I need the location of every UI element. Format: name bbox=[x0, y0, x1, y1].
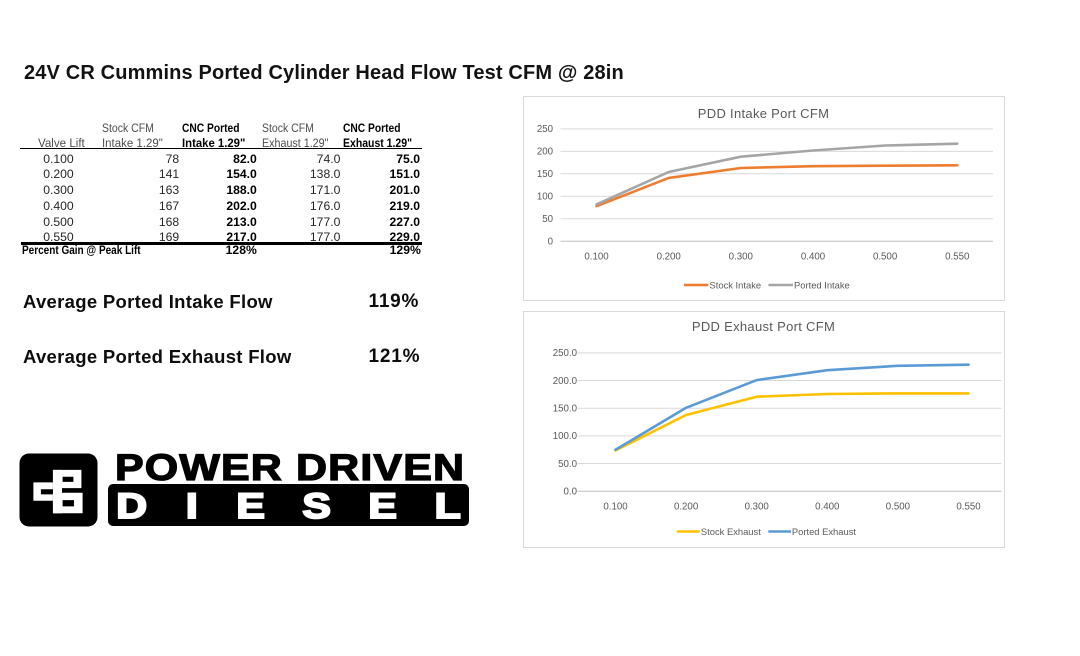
svg-text:0.0: 0.0 bbox=[564, 487, 578, 498]
svg-text:0.100: 0.100 bbox=[603, 502, 628, 513]
svg-text:200.0: 200.0 bbox=[553, 376, 578, 387]
svg-text:100.0: 100.0 bbox=[553, 431, 578, 442]
svg-text:PDD Intake Port CFM: PDD Intake Port CFM bbox=[698, 106, 829, 121]
svg-text:0.400: 0.400 bbox=[801, 252, 826, 263]
svg-text:0: 0 bbox=[548, 237, 554, 248]
svg-text:250.0: 250.0 bbox=[553, 348, 578, 359]
svg-text:0.550: 0.550 bbox=[945, 252, 970, 263]
svg-text:50: 50 bbox=[542, 214, 553, 225]
svg-text:0.200: 0.200 bbox=[657, 252, 682, 263]
svg-text:PDD Exhaust Port CFM: PDD Exhaust Port CFM bbox=[692, 319, 835, 334]
svg-text:Ported Intake: Ported Intake bbox=[794, 279, 850, 290]
svg-text:0.500: 0.500 bbox=[873, 252, 898, 263]
svg-text:150: 150 bbox=[537, 169, 554, 180]
svg-text:Ported Exhaust: Ported Exhaust bbox=[792, 526, 856, 537]
svg-text:250: 250 bbox=[537, 124, 554, 135]
svg-text:0.200: 0.200 bbox=[674, 502, 699, 513]
svg-text:0.300: 0.300 bbox=[729, 252, 754, 263]
svg-text:0.550: 0.550 bbox=[956, 502, 981, 513]
svg-text:100: 100 bbox=[537, 192, 554, 203]
svg-text:0.400: 0.400 bbox=[815, 502, 840, 513]
svg-text:0.300: 0.300 bbox=[745, 502, 770, 513]
svg-text:Stock Exhaust: Stock Exhaust bbox=[701, 526, 761, 537]
svg-text:0.500: 0.500 bbox=[886, 502, 911, 513]
svg-text:Stock Intake: Stock Intake bbox=[710, 279, 762, 290]
svg-text:50.0: 50.0 bbox=[558, 459, 577, 470]
svg-text:0.100: 0.100 bbox=[584, 252, 609, 263]
svg-text:150.0: 150.0 bbox=[553, 404, 578, 415]
svg-text:200: 200 bbox=[537, 147, 554, 158]
